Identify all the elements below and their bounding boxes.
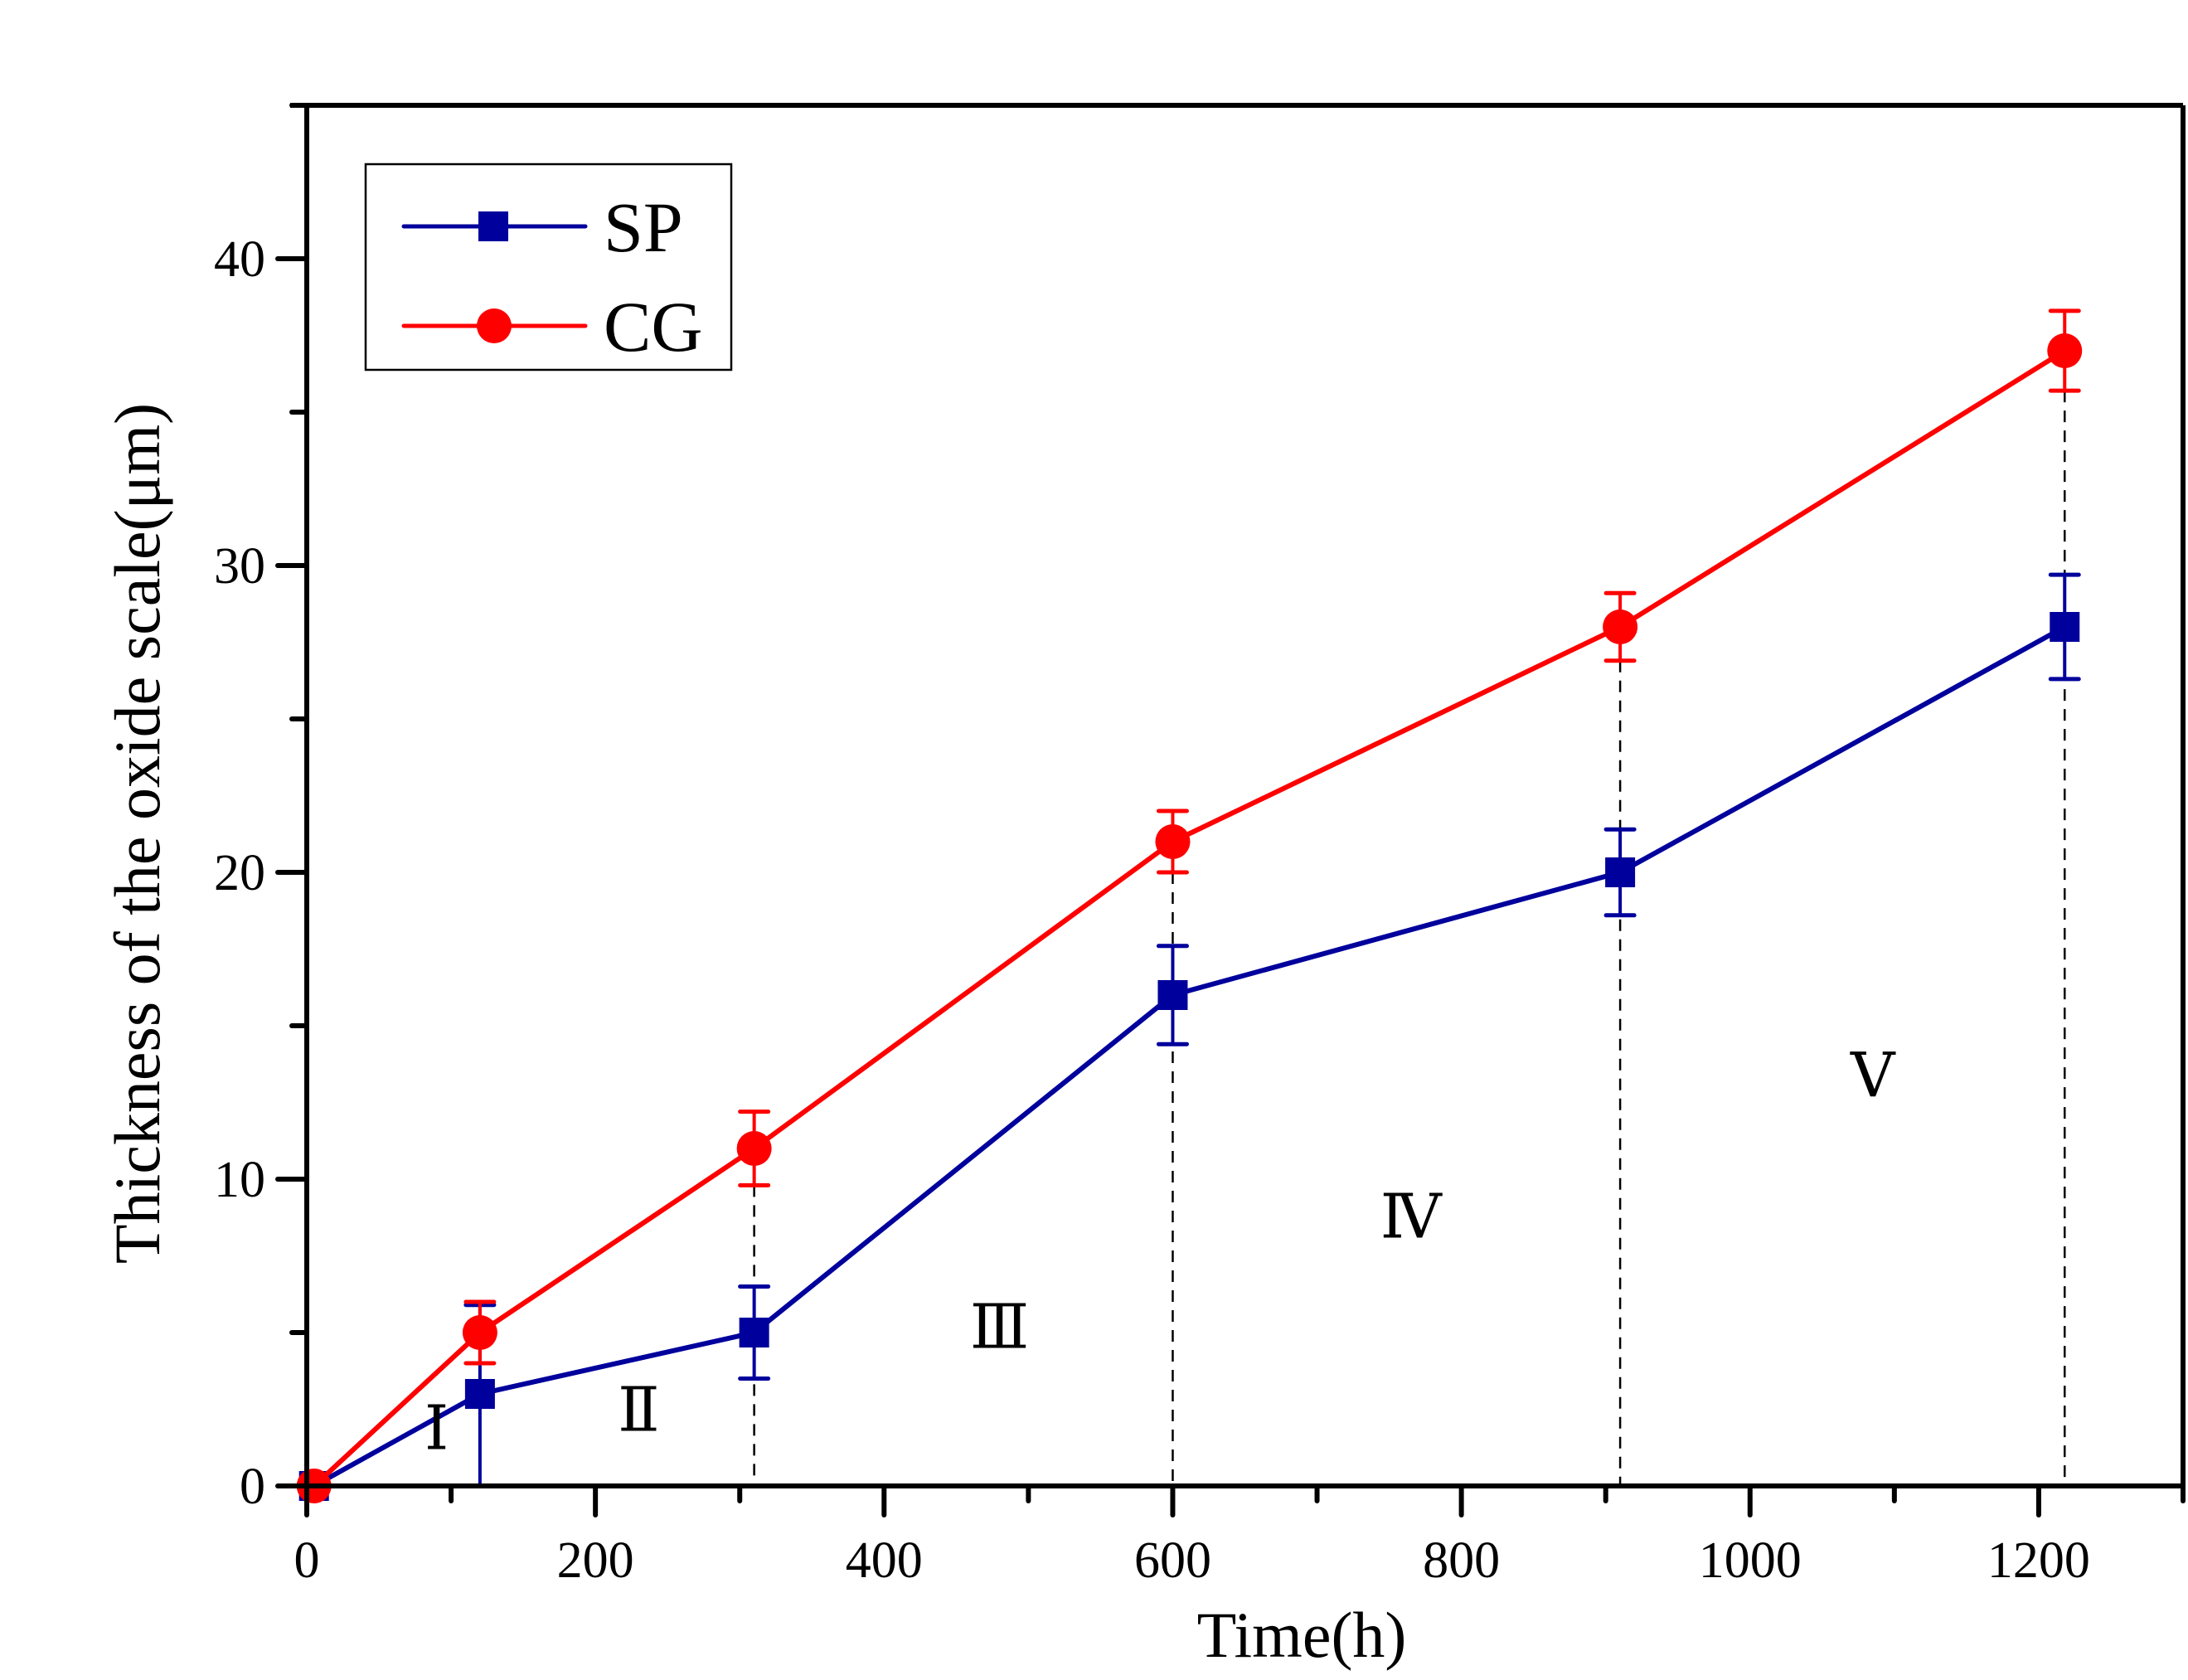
x-tick-label: 0 <box>294 1532 320 1589</box>
axes <box>290 103 2186 1501</box>
region-label: Ⅴ <box>1850 1042 1896 1110</box>
x-axis-ticks: 0 200 400 600 800 1000 1200 <box>294 1483 2186 1589</box>
data-point-sp <box>739 1318 769 1347</box>
data-point-cg <box>1603 609 1638 644</box>
legend: SP CG <box>364 163 733 371</box>
series-sp <box>298 572 2081 1501</box>
x-axis-title: Time(h) <box>1197 1599 1407 1671</box>
data-point-cg <box>462 1315 497 1350</box>
legend-label-cg: CG <box>604 287 702 367</box>
region-label: Ⅱ <box>618 1377 659 1445</box>
region-label: Ⅳ <box>1380 1183 1443 1251</box>
legend-label-sp: SP <box>604 187 683 267</box>
x-tick-label: 600 <box>1134 1532 1211 1589</box>
data-point-cg <box>2047 333 2083 368</box>
legend-item-sp: SP <box>401 187 683 267</box>
data-point-sp <box>1157 980 1188 1010</box>
x-tick-label: 400 <box>846 1532 923 1589</box>
y-axis-title: Thickness of the oxide scale(μm) <box>101 403 173 1264</box>
data-point-sp <box>464 1379 495 1409</box>
region-labels: Ⅰ Ⅱ Ⅲ Ⅳ Ⅴ <box>425 1042 1896 1464</box>
region-label: Ⅰ <box>425 1396 449 1464</box>
series-line-sp <box>313 624 2066 1488</box>
legend-marker-sp <box>478 211 508 241</box>
data-point-cg <box>736 1131 772 1166</box>
y-tick-label: 10 <box>214 1152 265 1208</box>
y-tick-label: 40 <box>214 231 265 288</box>
series-cg <box>296 308 2083 1503</box>
plot-area: Ⅰ Ⅱ Ⅲ Ⅳ Ⅴ <box>296 308 2083 1503</box>
data-point-sp <box>2050 612 2080 642</box>
y-tick-label: 0 <box>240 1459 265 1515</box>
legend-marker-cg <box>477 308 512 343</box>
region-label: Ⅲ <box>970 1294 1029 1362</box>
x-tick-label: 1000 <box>1699 1532 1802 1589</box>
data-point-cg <box>1155 824 1191 859</box>
data-point-sp <box>1605 857 1636 887</box>
y-axis-ticks: 0 10 20 30 40 <box>214 103 309 1515</box>
x-tick-label: 200 <box>557 1532 634 1589</box>
y-tick-label: 30 <box>214 538 265 595</box>
legend-box <box>364 163 733 371</box>
y-tick-label: 20 <box>214 845 265 901</box>
x-tick-label: 1200 <box>1987 1532 2090 1589</box>
series-layer <box>296 308 2083 1503</box>
legend-item-cg: CG <box>401 287 702 367</box>
x-tick-label: 800 <box>1423 1532 1500 1589</box>
series-line-cg <box>312 348 2066 1488</box>
reference-lines <box>753 391 2066 1486</box>
